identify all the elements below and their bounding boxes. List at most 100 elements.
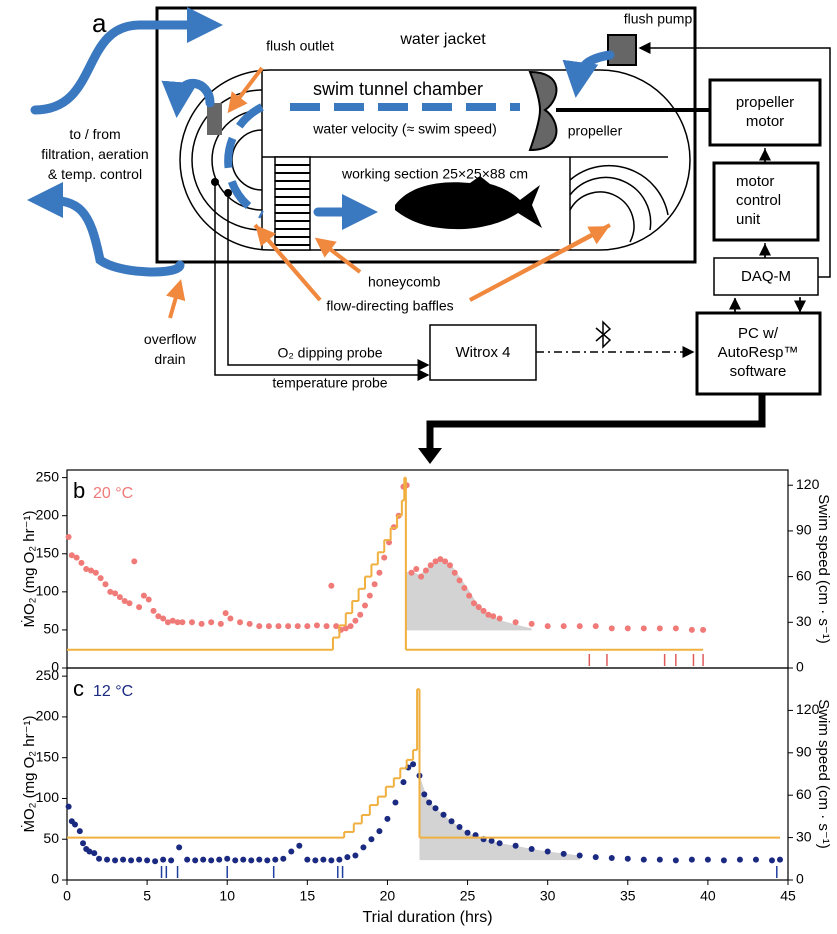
data-point bbox=[92, 569, 99, 576]
data-point bbox=[475, 604, 482, 611]
data-point bbox=[624, 855, 631, 862]
data-point bbox=[720, 857, 727, 864]
flush-pump-label: flush pump bbox=[624, 11, 693, 27]
x-tick-label: 25 bbox=[460, 888, 476, 904]
data-point bbox=[427, 562, 434, 569]
data-point bbox=[776, 856, 783, 863]
data-point bbox=[376, 828, 383, 835]
y-tick-label: 200 bbox=[36, 506, 60, 522]
data-point bbox=[73, 554, 80, 561]
diagram: a water jacket swim tunnel chamber water… bbox=[27, 6, 831, 464]
data-point bbox=[448, 818, 455, 825]
data-point bbox=[323, 623, 330, 630]
data-point bbox=[120, 856, 127, 863]
data-point bbox=[104, 856, 111, 863]
data-point bbox=[512, 842, 519, 849]
data-point bbox=[336, 856, 343, 863]
data-point bbox=[488, 837, 495, 844]
data-point bbox=[188, 619, 195, 626]
data-point bbox=[656, 625, 663, 632]
data-point bbox=[65, 803, 72, 810]
honeycomb-lines bbox=[275, 164, 310, 246]
propeller-icon bbox=[528, 70, 558, 152]
o2-wire bbox=[227, 193, 430, 371]
y-tick-label: 200 bbox=[36, 708, 60, 724]
data-point bbox=[426, 799, 433, 806]
y2-tick-label: 90 bbox=[796, 744, 812, 760]
data-point bbox=[160, 615, 167, 622]
data-point bbox=[328, 582, 335, 589]
x-tick-label: 20 bbox=[380, 888, 396, 904]
data-point bbox=[192, 857, 199, 864]
data-point bbox=[208, 857, 215, 864]
data-point bbox=[442, 558, 449, 565]
data-point bbox=[408, 569, 415, 576]
data-point bbox=[347, 623, 354, 630]
data-point bbox=[208, 619, 215, 626]
data-point bbox=[102, 581, 109, 588]
data-flow-arrow bbox=[426, 394, 766, 452]
y-tick-label: 250 bbox=[36, 667, 60, 683]
water-jacket-box bbox=[155, 6, 697, 264]
data-point bbox=[352, 852, 359, 859]
x-tick-label: 15 bbox=[300, 888, 316, 904]
data-point bbox=[320, 856, 327, 863]
data-point bbox=[96, 855, 103, 862]
data-point bbox=[608, 854, 615, 861]
data-point bbox=[437, 556, 444, 563]
data-point bbox=[128, 857, 135, 864]
data-point bbox=[700, 626, 707, 633]
data-point bbox=[440, 811, 447, 818]
data-point bbox=[313, 622, 320, 629]
y-tick-label: 50 bbox=[43, 621, 59, 637]
pc-box bbox=[695, 311, 822, 396]
data-point bbox=[294, 623, 301, 630]
panel-label: c bbox=[73, 676, 84, 701]
control-label: motor control unit bbox=[736, 173, 781, 228]
baffle-pointer bbox=[255, 224, 322, 302]
data-point bbox=[224, 855, 231, 862]
data-point bbox=[576, 623, 583, 630]
data-point bbox=[672, 625, 679, 632]
data-point bbox=[216, 856, 223, 863]
temperature-label: 20 °C bbox=[93, 485, 133, 502]
data-point bbox=[456, 824, 463, 830]
data-point bbox=[485, 611, 492, 618]
data-point bbox=[107, 588, 114, 595]
data-point bbox=[312, 857, 319, 864]
data-point bbox=[352, 617, 359, 624]
baffle-arcs-right bbox=[569, 164, 669, 243]
y2-tick-label: 90 bbox=[796, 522, 812, 538]
data-point bbox=[392, 799, 399, 806]
outlet-pointer bbox=[227, 66, 264, 114]
data-point bbox=[560, 623, 567, 630]
y2-tick-label: 30 bbox=[796, 828, 812, 844]
data-point bbox=[121, 597, 128, 604]
data-point bbox=[246, 620, 253, 627]
witrox-label: Witrox 4 bbox=[455, 344, 510, 361]
panel-label: b bbox=[73, 478, 85, 503]
y2-tick-label: 30 bbox=[796, 613, 812, 629]
x-axis-title: Trial duration (hrs) bbox=[362, 909, 492, 926]
temperature-label: 12 °C bbox=[93, 683, 133, 700]
data-point bbox=[179, 619, 186, 626]
panel-label: a bbox=[92, 8, 107, 38]
data-point bbox=[144, 857, 151, 864]
data-point bbox=[371, 581, 378, 588]
y-axis-title: ṀO₂ (mg O₂ hr⁻¹) bbox=[20, 510, 38, 627]
data-point bbox=[400, 779, 407, 786]
data-point bbox=[272, 856, 279, 863]
data-point bbox=[464, 829, 471, 836]
data-point bbox=[496, 840, 503, 847]
data-point bbox=[456, 577, 463, 584]
data-point bbox=[421, 791, 428, 798]
chamber-label: swim tunnel chamber bbox=[313, 79, 483, 99]
y-tick-label: 150 bbox=[36, 544, 60, 560]
shaded-area bbox=[419, 775, 580, 860]
data-point bbox=[88, 567, 95, 574]
data-point bbox=[240, 856, 247, 863]
data-point bbox=[544, 848, 551, 855]
data-point bbox=[704, 856, 711, 863]
motor-label: propeller motor bbox=[736, 94, 794, 130]
data-point bbox=[752, 856, 759, 863]
